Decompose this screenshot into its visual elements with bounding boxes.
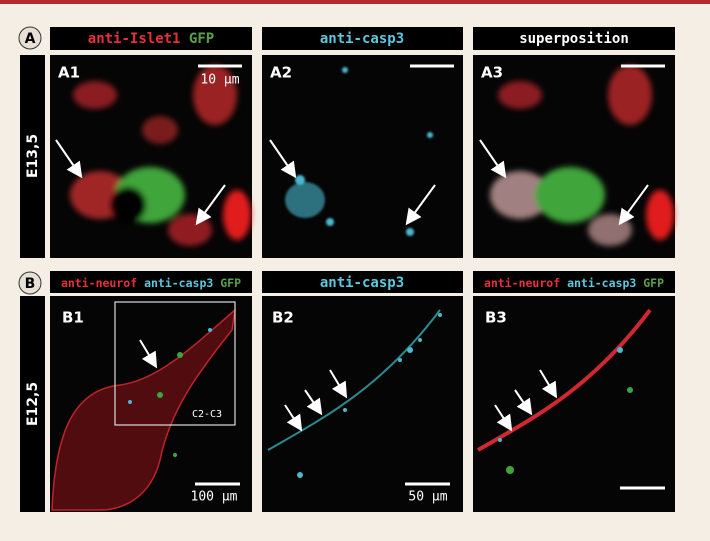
tissue	[477, 308, 652, 474]
stain-label: GFP	[220, 276, 241, 290]
header-box	[50, 27, 252, 50]
image-panel	[262, 55, 463, 258]
stain-label: anti-Islet1	[88, 31, 181, 47]
stain-label: anti-neurof	[61, 276, 137, 290]
panel-label: B2	[272, 309, 294, 327]
scale-label: 50 µm	[408, 490, 447, 505]
stain-label: GFP	[189, 31, 214, 47]
side-bar	[20, 55, 45, 258]
inset-label: C2-C3	[192, 409, 222, 420]
header-box	[473, 27, 675, 50]
stain-label: GFP	[643, 276, 664, 290]
scale-label: 100 µm	[191, 490, 238, 505]
arrows	[139, 339, 558, 432]
row-label: A	[25, 31, 36, 47]
stain-label: anti-neurof	[484, 276, 560, 290]
stain-label: anti-casp3	[567, 276, 636, 290]
header: anti-neurof anti-casp3 GFP	[61, 276, 241, 290]
header-box	[50, 271, 252, 293]
arrows	[55, 139, 649, 226]
header: anti-neurof anti-casp3 GFP	[484, 276, 664, 290]
header-box	[262, 271, 463, 293]
cells	[285, 67, 433, 236]
panel-label: A1	[58, 64, 80, 82]
row-label-badge	[18, 26, 42, 50]
row-label: B	[25, 276, 36, 292]
cells	[70, 65, 251, 246]
inset-box	[114, 301, 236, 426]
panel-label: A3	[481, 64, 503, 82]
panel-label: B3	[485, 309, 507, 327]
side-label: E12,5	[25, 382, 41, 426]
image-panel	[473, 296, 675, 512]
header: anti-casp3	[320, 275, 404, 291]
side-bar	[20, 296, 45, 512]
header: anti-casp3	[320, 31, 404, 47]
header-box	[473, 271, 675, 293]
scale-label: 10 µm	[200, 73, 239, 88]
tissue	[267, 309, 442, 478]
header-box	[262, 27, 463, 50]
image-panel	[262, 296, 463, 512]
top-rule	[0, 0, 710, 4]
panel-label: A2	[270, 64, 292, 82]
row-label-badge	[18, 271, 42, 295]
panel-label: B1	[62, 309, 84, 327]
header: superposition	[519, 31, 629, 47]
side-label: E13,5	[25, 134, 41, 178]
stain-label: anti-casp3	[144, 276, 213, 290]
header: anti-Islet1 GFP	[88, 31, 214, 47]
